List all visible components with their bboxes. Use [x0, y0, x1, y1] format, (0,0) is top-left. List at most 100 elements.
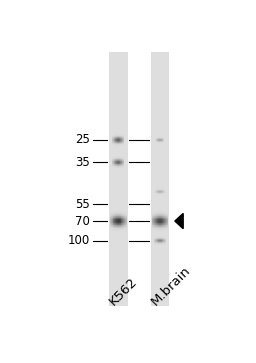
Bar	[126, 211, 127, 212]
Bar	[114, 146, 115, 147]
Bar	[119, 228, 120, 229]
Bar	[114, 167, 115, 168]
Bar	[159, 214, 161, 215]
Bar	[111, 215, 112, 216]
Bar	[167, 215, 168, 216]
Bar	[120, 225, 121, 226]
Bar	[118, 219, 119, 220]
Bar	[115, 230, 116, 231]
Bar	[116, 136, 117, 137]
Bar	[161, 229, 162, 230]
Bar	[113, 209, 114, 210]
Bar	[152, 232, 153, 233]
Bar	[157, 211, 158, 212]
Bar	[163, 232, 164, 233]
Bar	[122, 138, 123, 139]
Bar	[121, 141, 122, 142]
Bar	[117, 162, 118, 163]
Bar	[110, 226, 111, 227]
Bar	[118, 217, 119, 218]
Bar	[156, 221, 157, 222]
Bar	[123, 218, 124, 219]
Bar	[119, 215, 120, 216]
Bar	[122, 134, 123, 135]
Bar	[114, 136, 115, 137]
Bar	[115, 211, 116, 212]
Bar	[153, 212, 154, 213]
Bar	[167, 211, 168, 212]
Bar	[119, 225, 120, 226]
Bar	[162, 223, 163, 224]
Bar	[154, 232, 155, 233]
Bar	[117, 232, 118, 233]
Bar	[116, 210, 117, 211]
Bar	[114, 158, 115, 159]
Bar	[161, 227, 162, 228]
Bar	[113, 231, 114, 232]
Bar	[122, 144, 123, 145]
Bar	[156, 225, 157, 226]
Bar	[126, 210, 127, 211]
Bar	[159, 213, 161, 214]
Bar	[122, 159, 123, 160]
Bar	[158, 232, 159, 233]
Bar	[159, 224, 161, 225]
Bar	[118, 230, 119, 231]
Bar	[165, 221, 166, 222]
Bar	[118, 211, 119, 212]
Bar	[162, 224, 163, 225]
Bar	[123, 216, 124, 217]
Bar	[114, 228, 115, 229]
Bar	[120, 233, 121, 234]
Bar	[117, 143, 118, 144]
Bar	[115, 163, 116, 164]
Bar	[122, 140, 123, 141]
Bar	[152, 214, 153, 215]
Bar	[161, 209, 162, 210]
Bar	[158, 233, 159, 234]
Bar	[155, 228, 156, 229]
Bar	[122, 141, 123, 142]
Bar	[113, 166, 114, 167]
Bar	[162, 210, 163, 211]
Bar	[115, 157, 116, 158]
Bar	[119, 145, 120, 146]
Bar	[116, 213, 117, 214]
Bar	[117, 210, 118, 211]
Bar	[116, 144, 117, 145]
Bar	[124, 212, 125, 213]
Bar	[164, 227, 165, 228]
Bar	[118, 226, 119, 227]
Bar	[118, 140, 119, 141]
Bar	[110, 231, 111, 232]
Bar	[120, 227, 121, 228]
Bar	[125, 219, 126, 220]
Bar	[113, 139, 114, 140]
Bar	[112, 209, 113, 210]
Bar	[120, 230, 121, 231]
Bar	[121, 159, 122, 160]
Bar	[121, 229, 122, 230]
Bar	[165, 223, 166, 224]
Bar	[116, 167, 117, 168]
Bar	[157, 221, 158, 222]
Bar	[118, 228, 119, 229]
Bar	[120, 159, 121, 160]
Bar	[112, 220, 113, 221]
Bar	[154, 224, 155, 225]
Bar	[119, 156, 120, 157]
Bar	[115, 216, 116, 217]
Bar	[156, 222, 157, 223]
Bar	[165, 220, 166, 221]
Bar	[117, 165, 118, 166]
Bar	[116, 163, 117, 164]
Bar	[116, 141, 117, 142]
Bar	[122, 225, 123, 226]
Bar	[121, 219, 122, 220]
Bar	[117, 132, 118, 133]
Bar	[114, 225, 115, 226]
Bar	[167, 223, 168, 224]
Bar	[116, 218, 117, 219]
Bar	[111, 228, 112, 229]
Bar	[121, 132, 122, 133]
